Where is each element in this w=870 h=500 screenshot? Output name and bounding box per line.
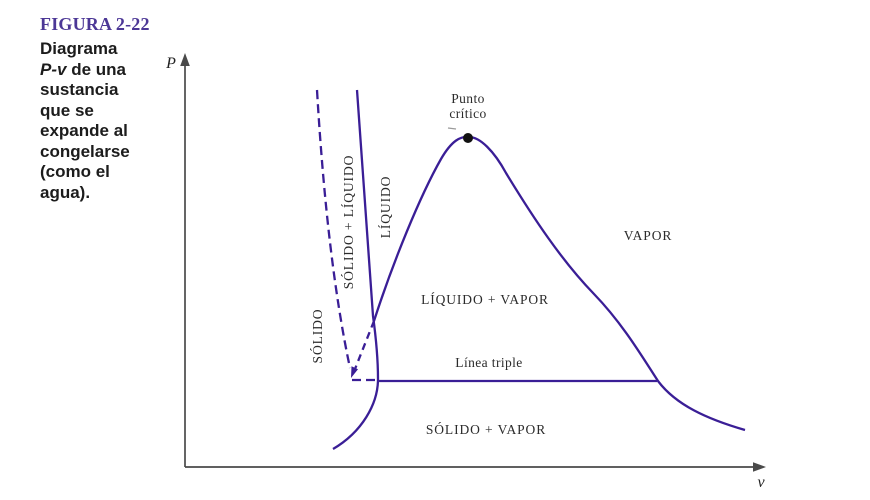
region-label-vapor: VAPOR (623, 228, 673, 243)
caption-line: congelarse (40, 141, 130, 161)
figure-number: FIGURA 2-22 (40, 14, 150, 34)
region-label-solido-vapor: SÓLIDO + VAPOR (425, 422, 547, 437)
region-label-liquido: LÍQUIDO (378, 175, 393, 239)
critical-point-leader (447, 127, 457, 130)
caption-line: sustancia (40, 80, 119, 99)
saturation-dome-curve (372, 135, 746, 432)
critical-point-label: Punto crítico (449, 91, 486, 121)
triple-line-label: Línea triple (455, 355, 523, 370)
x-axis-arrowhead (753, 462, 766, 472)
caption-line: agua). (40, 182, 91, 202)
caption-line: P-v de una (40, 60, 180, 81)
critical-point-label-line2: crítico (449, 106, 487, 121)
caption-line: expande al (40, 121, 128, 140)
dashed-junction-segment (353, 320, 376, 370)
y-axis-label: P (166, 55, 176, 72)
x-axis-label: v (757, 474, 765, 491)
saturated-solid-dashed-line (315, 89, 352, 369)
caption-line-rest: de una (66, 59, 126, 79)
triple-point-arrowhead (351, 366, 358, 378)
figure-caption: FIGURA 2-22 Diagrama P-v de una sustanci… (40, 14, 180, 203)
caption-line: que se (40, 100, 94, 120)
critical-point-label-line1: Punto (451, 91, 485, 106)
y-axis-arrowhead (180, 53, 190, 66)
caption-pv-italic: P-v (40, 59, 67, 79)
critical-point-dot (463, 133, 473, 143)
caption-line: (como el (40, 162, 110, 181)
region-label-solido-liquido: SÓLIDO + LÍQUIDO (341, 154, 356, 290)
caption-line: Diagrama (40, 39, 118, 58)
region-label-liquido-vapor: LÍQUIDO + VAPOR (421, 292, 549, 307)
region-label-solido: SÓLIDO (310, 308, 325, 364)
melting-sublimation-line (332, 89, 380, 450)
